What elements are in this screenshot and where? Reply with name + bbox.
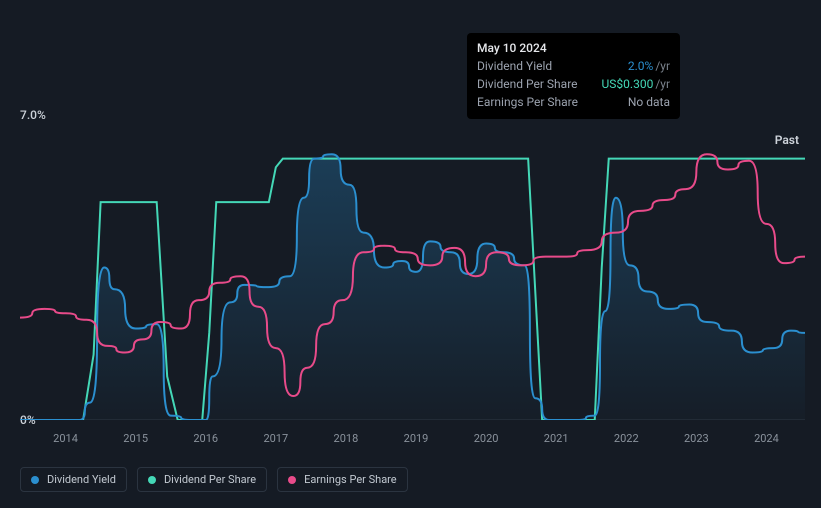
x-tick-label: 2019	[404, 432, 429, 445]
x-tick-label: 2020	[474, 432, 499, 445]
legend-label: Dividend Per Share	[164, 473, 256, 486]
x-tick-label: 2014	[53, 432, 78, 445]
x-tick-label: 2022	[614, 432, 639, 445]
tooltip-row: Dividend Yield 2.0%/yr	[477, 57, 670, 75]
legend-item[interactable]: Earnings Per Share	[277, 467, 408, 492]
legend-item[interactable]: Dividend Yield	[20, 467, 127, 492]
tooltip-date: May 10 2024	[477, 41, 670, 55]
legend-label: Dividend Yield	[47, 473, 116, 486]
tooltip-label: Earnings Per Share	[477, 93, 578, 111]
legend-label: Earnings Per Share	[304, 473, 397, 486]
tooltip-value: No data	[628, 93, 670, 111]
tooltip-label: Dividend Yield	[477, 57, 552, 75]
chart-plot	[20, 115, 805, 420]
x-tick-label: 2024	[754, 432, 779, 445]
x-tick-label: 2015	[123, 432, 148, 445]
legend-dot	[288, 476, 296, 484]
chart-legend: Dividend Yield Dividend Per Share Earnings…	[20, 467, 408, 492]
x-tick-label: 2018	[334, 432, 359, 445]
tooltip-row: Earnings Per Share No data	[477, 93, 670, 111]
tooltip-value: 2.0%/yr	[628, 57, 670, 75]
legend-item[interactable]: Dividend Per Share	[137, 467, 267, 492]
x-tick-label: 2021	[544, 432, 569, 445]
dividend-yield-area	[20, 154, 805, 420]
tooltip-label: Dividend Per Share	[477, 75, 578, 93]
x-tick-label: 2017	[263, 432, 288, 445]
chart-tooltip: May 10 2024Dividend Yield2.0%/yrDividend…	[467, 33, 680, 119]
tooltip-value: US$0.300/yr	[602, 75, 671, 93]
x-tick-label: 2016	[193, 432, 218, 445]
legend-dot	[148, 476, 156, 484]
legend-dot	[31, 476, 39, 484]
tooltip-row: Dividend Per Share US$0.300/yr	[477, 75, 670, 93]
x-tick-label: 2023	[684, 432, 709, 445]
